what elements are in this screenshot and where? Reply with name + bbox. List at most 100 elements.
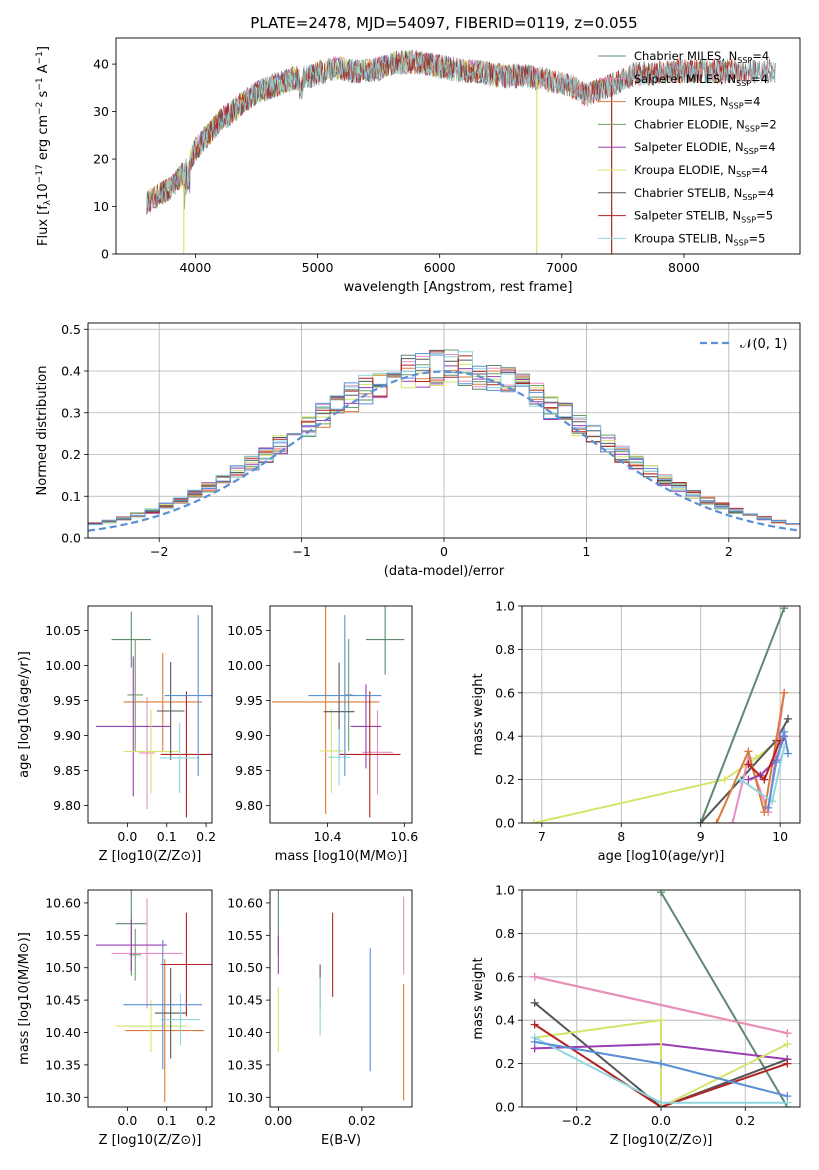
y-axis-label: mass weight — [471, 673, 486, 755]
y-tick-label: 0 — [101, 247, 109, 262]
y-tick-label: 10.00 — [45, 658, 81, 673]
y-axis-label-part: −1 — [35, 51, 45, 64]
legend-entry-text: Salpeter ELODIE, N — [634, 140, 744, 154]
y-tick-label: 9.95 — [53, 693, 81, 708]
x-tick-label: 0 — [440, 544, 448, 559]
axes-age-vs-mass: 10.4 10.6 9.80 9.85 9.90 9.95 10.00 10.05 mass [… — [227, 605, 418, 864]
legend-entry-text: Salpeter STELIB, N — [634, 209, 741, 223]
legend-entry-text: Chabrier ELODIE, N — [634, 117, 745, 131]
y-tick-label: 0.5 — [61, 322, 81, 337]
axes-frame — [87, 322, 801, 539]
y-tick-label: 30 — [93, 104, 109, 119]
axes-mass-vs-EBV: 0.00 0.02 10.30 10.35 10.40 10.45 10.50 10.55 10… — [227, 889, 413, 1148]
legend-entry-text: Kroupa ELODIE, N — [634, 163, 736, 177]
errorbars — [95, 611, 212, 818]
legend-entry-text: Chabrier MILES, N — [634, 49, 737, 63]
y-tick-label: 0.4 — [495, 729, 515, 744]
weight-series-line — [767, 731, 790, 808]
x-axis-label: mass [log10(M/M⊙)] — [275, 849, 408, 864]
y-axis-label-part: erg cm — [36, 115, 51, 164]
x-tick-label: 7 — [538, 829, 546, 844]
x-tick-label: 0.02 — [348, 1113, 376, 1128]
weight-series-line — [534, 1023, 788, 1107]
y-tick-label: 10.50 — [45, 960, 81, 975]
legend-entry-sub: SSP — [737, 56, 752, 65]
y-tick-label: 0.0 — [61, 531, 81, 546]
x-tick-label: 4000 — [179, 260, 211, 275]
x-tick-label: 0.2 — [735, 1113, 755, 1128]
legend-entry-sub: SSP — [736, 79, 751, 88]
axes-frame — [87, 889, 213, 1108]
y-tick-label: 1.0 — [495, 599, 515, 614]
y-tick-label: 0.4 — [61, 364, 81, 379]
x-tick-label: 0.2 — [196, 1113, 216, 1128]
legend-entry-text: Chabrier STELIB, N — [634, 186, 742, 200]
x-tick-label: 0.2 — [196, 829, 216, 844]
y-tick-label: 9.95 — [235, 693, 263, 708]
y-tick-label: 10.45 — [45, 993, 81, 1008]
y-tick-label: 9.90 — [53, 728, 81, 743]
y-axis-label-part: s — [36, 90, 51, 101]
x-tick-label: 0.1 — [157, 829, 177, 844]
errorbars — [95, 890, 212, 1102]
y-tick-label: 10.55 — [227, 928, 263, 943]
legend-entry: Chabrier STELIB, NSSP=4 — [634, 186, 774, 202]
x-tick-label: 0.00 — [264, 1113, 292, 1128]
legend-entry: Chabrier MILES, NSSP=4 — [634, 49, 769, 65]
y-tick-label: 1.0 — [495, 883, 515, 898]
axes-weight-vs-Z: −0.2 0.0 0.2 0.0 0.2 0.4 0.6 0.8 1.0 Z [log10(Z/Z… — [471, 883, 801, 1148]
legend-entry: Salpeter MILES, NSSP=4 — [634, 72, 768, 88]
legend-entry-sub: SSP — [729, 102, 744, 111]
x-tick-label: 5000 — [302, 260, 334, 275]
y-axis-label: Flux [fλ10−17 erg cm−2 s−1 A−1] — [35, 46, 53, 246]
weight-lines — [530, 890, 792, 1107]
legend-entry-suffix: =5 — [756, 209, 773, 223]
x-tick-label: 10 — [772, 829, 788, 844]
x-tick-label: −0.2 — [562, 1113, 592, 1128]
legend-entry-text: Kroupa MILES, N — [634, 95, 729, 109]
legend-entry: 𝒩(0, 1) — [740, 337, 787, 352]
legend-entry-sub: SSP — [744, 147, 759, 156]
y-tick-label: 10.40 — [45, 1025, 81, 1040]
y-axis-label-part: −1 — [35, 77, 45, 90]
y-axis-label-part: λ — [43, 199, 53, 205]
legend-entry-suffix: =4 — [752, 49, 769, 63]
legend-entry-text: Kroupa STELIB, N — [634, 231, 734, 245]
x-axis-label: Z [log10(Z/Z⊙)] — [99, 849, 202, 864]
y-tick-label: 10.05 — [227, 623, 263, 638]
y-tick-label: 9.90 — [235, 728, 263, 743]
legend-entry-suffix: =4 — [744, 95, 761, 109]
legend-entry-sub: SSP — [736, 170, 751, 179]
x-axis-label: wavelength [Angstrom, rest frame] — [344, 280, 573, 295]
axes-frame — [87, 605, 213, 824]
legend-entry: Kroupa ELODIE, NSSP=4 — [634, 163, 768, 179]
x-axis-label: Z [log10(Z/Z⊙)] — [610, 1133, 713, 1148]
x-tick-label: −2 — [150, 544, 168, 559]
y-tick-label: 0.6 — [495, 685, 515, 700]
spectrum-lines — [146, 49, 776, 254]
weight-lines — [529, 606, 793, 823]
histogram-step — [88, 353, 800, 528]
y-tick-label: 0.2 — [61, 447, 81, 462]
axes-residuals: −2 −1 0 1 2 0.0 0.1 0.2 0.3 0.4 0.5 𝒩(0, 1) (data-mo… — [35, 322, 801, 579]
weight-series-line — [534, 975, 788, 1035]
y-axis-label-part: A — [36, 64, 51, 77]
x-tick-label: 8 — [617, 829, 625, 844]
y-axis-label-part: −2 — [35, 102, 45, 115]
y-tick-label: 0.0 — [495, 816, 515, 831]
y-tick-label: 40 — [93, 57, 109, 72]
y-tick-label: 10.60 — [227, 895, 263, 910]
y-tick-label: 0.2 — [495, 772, 515, 787]
y-axis-label-part: −17 — [35, 164, 45, 183]
legend-entry: Salpeter ELODIE, NSSP=4 — [634, 140, 776, 156]
x-axis-label: Z [log10(Z/Z⊙)] — [99, 1133, 202, 1148]
y-tick-label: 10.60 — [45, 895, 81, 910]
x-tick-label: 0.0 — [651, 1113, 671, 1128]
legend-entry-text: Salpeter MILES, N — [634, 72, 736, 86]
y-tick-label: 10.45 — [227, 993, 263, 1008]
x-axis-label: (data-model)/error — [384, 564, 505, 579]
